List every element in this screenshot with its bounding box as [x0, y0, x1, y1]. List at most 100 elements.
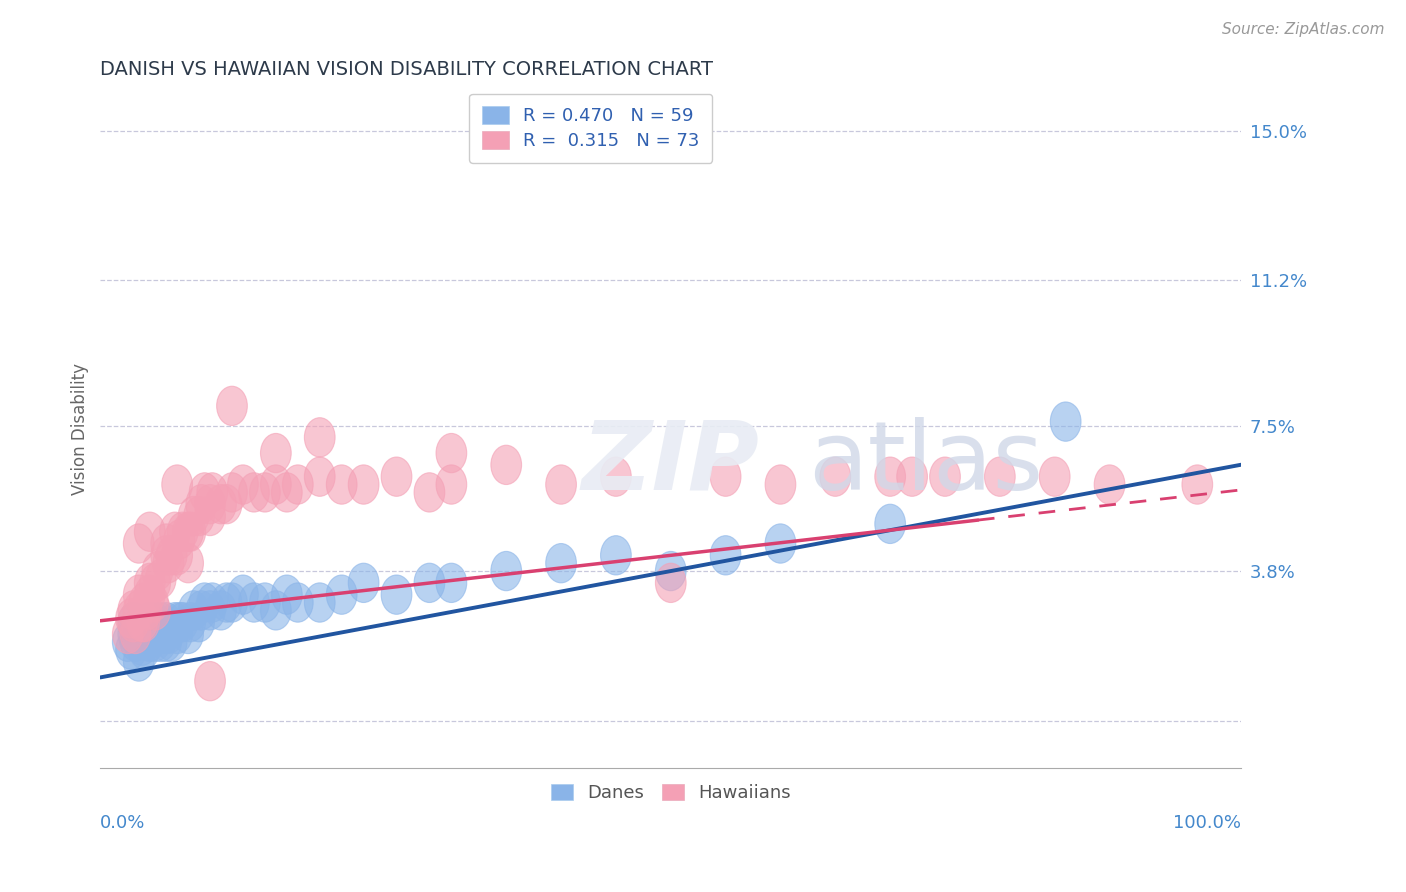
Ellipse shape: [131, 618, 162, 657]
Ellipse shape: [153, 543, 184, 582]
Ellipse shape: [436, 465, 467, 504]
Ellipse shape: [194, 496, 225, 536]
Ellipse shape: [491, 445, 522, 484]
Ellipse shape: [1094, 465, 1125, 504]
Ellipse shape: [184, 496, 215, 536]
Ellipse shape: [112, 623, 143, 662]
Ellipse shape: [150, 536, 181, 575]
Ellipse shape: [139, 623, 170, 662]
Ellipse shape: [129, 602, 160, 642]
Ellipse shape: [179, 591, 209, 630]
Ellipse shape: [184, 602, 215, 642]
Ellipse shape: [162, 536, 193, 575]
Ellipse shape: [194, 591, 225, 630]
Ellipse shape: [929, 457, 960, 496]
Ellipse shape: [194, 662, 225, 701]
Ellipse shape: [149, 615, 180, 654]
Ellipse shape: [150, 524, 181, 563]
Ellipse shape: [381, 575, 412, 615]
Ellipse shape: [271, 575, 302, 615]
Ellipse shape: [153, 615, 184, 654]
Ellipse shape: [118, 591, 149, 630]
Ellipse shape: [217, 582, 247, 623]
Ellipse shape: [167, 512, 198, 551]
Ellipse shape: [211, 582, 242, 623]
Ellipse shape: [120, 615, 150, 654]
Ellipse shape: [173, 512, 204, 551]
Ellipse shape: [135, 563, 165, 602]
Ellipse shape: [211, 484, 242, 524]
Ellipse shape: [174, 512, 205, 551]
Ellipse shape: [127, 602, 157, 642]
Ellipse shape: [283, 465, 314, 504]
Ellipse shape: [139, 602, 170, 642]
Ellipse shape: [124, 615, 155, 654]
Ellipse shape: [173, 615, 204, 654]
Ellipse shape: [162, 615, 193, 654]
Ellipse shape: [138, 615, 169, 654]
Ellipse shape: [129, 630, 160, 669]
Ellipse shape: [131, 591, 162, 630]
Ellipse shape: [349, 465, 380, 504]
Ellipse shape: [260, 591, 291, 630]
Legend: Danes, Hawaiians: Danes, Hawaiians: [544, 777, 797, 809]
Ellipse shape: [145, 623, 176, 662]
Ellipse shape: [436, 434, 467, 473]
Ellipse shape: [197, 473, 228, 512]
Ellipse shape: [217, 386, 247, 425]
Ellipse shape: [167, 602, 198, 642]
Ellipse shape: [260, 465, 291, 504]
Ellipse shape: [129, 610, 160, 649]
Text: ZIP: ZIP: [582, 417, 759, 510]
Ellipse shape: [326, 465, 357, 504]
Ellipse shape: [304, 417, 335, 457]
Ellipse shape: [135, 623, 165, 662]
Ellipse shape: [765, 524, 796, 563]
Ellipse shape: [179, 496, 209, 536]
Ellipse shape: [491, 551, 522, 591]
Ellipse shape: [190, 582, 219, 623]
Ellipse shape: [156, 623, 187, 662]
Ellipse shape: [142, 551, 173, 591]
Ellipse shape: [138, 582, 169, 623]
Ellipse shape: [304, 582, 335, 623]
Ellipse shape: [162, 465, 193, 504]
Ellipse shape: [283, 582, 314, 623]
Ellipse shape: [381, 457, 412, 496]
Ellipse shape: [1039, 457, 1070, 496]
Ellipse shape: [546, 543, 576, 582]
Ellipse shape: [156, 536, 187, 575]
Ellipse shape: [228, 465, 259, 504]
Ellipse shape: [174, 602, 205, 642]
Ellipse shape: [120, 623, 150, 662]
Text: 100.0%: 100.0%: [1173, 814, 1241, 831]
Ellipse shape: [239, 582, 270, 623]
Ellipse shape: [118, 602, 149, 642]
Ellipse shape: [127, 626, 157, 665]
Ellipse shape: [349, 563, 380, 602]
Ellipse shape: [655, 551, 686, 591]
Ellipse shape: [436, 563, 467, 602]
Y-axis label: Vision Disability: Vision Disability: [72, 363, 89, 495]
Ellipse shape: [984, 457, 1015, 496]
Ellipse shape: [165, 602, 194, 642]
Ellipse shape: [124, 575, 155, 615]
Ellipse shape: [260, 434, 291, 473]
Ellipse shape: [205, 591, 236, 630]
Ellipse shape: [112, 615, 143, 654]
Ellipse shape: [600, 536, 631, 575]
Ellipse shape: [124, 642, 155, 681]
Ellipse shape: [118, 615, 149, 654]
Ellipse shape: [326, 575, 357, 615]
Ellipse shape: [415, 473, 444, 512]
Ellipse shape: [150, 623, 181, 662]
Ellipse shape: [304, 457, 335, 496]
Ellipse shape: [415, 563, 444, 602]
Ellipse shape: [190, 473, 219, 512]
Ellipse shape: [710, 536, 741, 575]
Ellipse shape: [710, 457, 741, 496]
Ellipse shape: [875, 457, 905, 496]
Ellipse shape: [765, 465, 796, 504]
Ellipse shape: [875, 504, 905, 543]
Ellipse shape: [249, 582, 280, 623]
